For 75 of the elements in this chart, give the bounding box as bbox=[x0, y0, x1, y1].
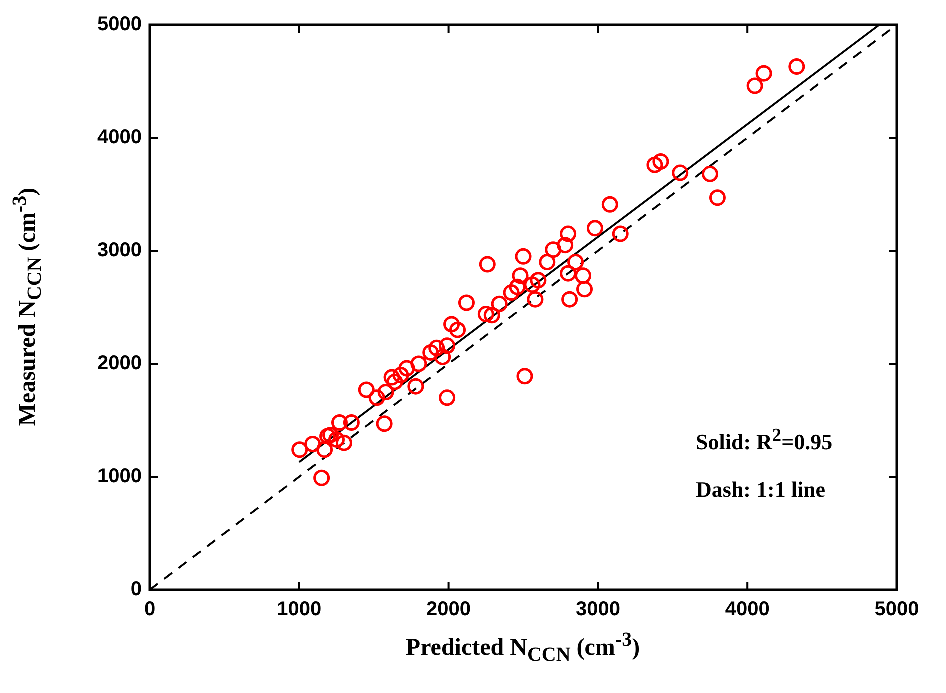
point bbox=[576, 281, 594, 298]
point bbox=[527, 291, 544, 308]
point bbox=[586, 220, 604, 237]
y-tick-label: 4000 bbox=[98, 126, 142, 149]
annotation: Dash: 1:1 line bbox=[696, 477, 827, 504]
point bbox=[304, 436, 322, 452]
point bbox=[568, 254, 584, 271]
point bbox=[331, 414, 348, 432]
point bbox=[392, 367, 410, 384]
point bbox=[756, 65, 772, 82]
point bbox=[316, 442, 334, 458]
point bbox=[322, 426, 340, 444]
point bbox=[368, 390, 386, 406]
point bbox=[512, 268, 529, 284]
point bbox=[292, 442, 308, 458]
point bbox=[410, 356, 428, 372]
x-tick-label: 3000 bbox=[576, 598, 620, 621]
y-tick-label: 0 bbox=[130, 578, 142, 601]
annotation: Solid: R$^{2}$=0.95 bbox=[696, 425, 833, 456]
point bbox=[408, 378, 424, 395]
point bbox=[575, 268, 592, 284]
point bbox=[539, 254, 556, 271]
x-tick-label: 1000 bbox=[277, 598, 322, 621]
x-tick-label: 0 bbox=[144, 598, 156, 621]
point bbox=[478, 306, 494, 323]
point bbox=[376, 416, 393, 432]
point bbox=[709, 190, 726, 206]
point bbox=[398, 360, 416, 377]
point bbox=[788, 58, 806, 76]
point bbox=[384, 369, 400, 386]
point bbox=[545, 242, 562, 258]
point bbox=[702, 166, 718, 182]
x-tick-label: 4000 bbox=[725, 598, 770, 621]
point bbox=[557, 237, 574, 254]
y-tick-label: 3000 bbox=[98, 240, 142, 262]
point bbox=[386, 374, 404, 390]
point bbox=[343, 414, 360, 432]
point bbox=[560, 226, 577, 242]
point bbox=[515, 248, 532, 265]
x-axis-title: Predicted N$_{CCN}$ (cm$^{-3}$) bbox=[406, 629, 640, 667]
y-tick-label: 1000 bbox=[98, 466, 142, 488]
point bbox=[434, 348, 452, 366]
point bbox=[516, 368, 534, 385]
point bbox=[672, 164, 689, 182]
point bbox=[439, 390, 456, 406]
point bbox=[530, 272, 547, 289]
point bbox=[484, 307, 500, 324]
point bbox=[602, 196, 618, 213]
point bbox=[314, 470, 330, 486]
point bbox=[422, 344, 440, 361]
point bbox=[509, 278, 526, 296]
point bbox=[444, 316, 460, 333]
y-tick-label: 5000 bbox=[98, 14, 142, 36]
point bbox=[612, 226, 629, 242]
point bbox=[652, 153, 670, 170]
x-tick-label: 2000 bbox=[426, 598, 472, 621]
point bbox=[336, 434, 352, 452]
point bbox=[646, 156, 664, 174]
point bbox=[358, 382, 375, 398]
point bbox=[746, 78, 764, 94]
point bbox=[562, 291, 578, 308]
point bbox=[320, 428, 336, 445]
point bbox=[378, 384, 394, 400]
point bbox=[479, 256, 496, 273]
point bbox=[428, 340, 446, 356]
point bbox=[450, 322, 466, 338]
y-tick-label: 2000 bbox=[98, 352, 142, 375]
point bbox=[491, 296, 508, 312]
point bbox=[439, 338, 456, 354]
point bbox=[524, 276, 541, 294]
x-tick-label: 5000 bbox=[874, 598, 920, 621]
point bbox=[560, 265, 577, 282]
point bbox=[458, 294, 475, 312]
point bbox=[503, 284, 520, 302]
point bbox=[328, 431, 345, 448]
